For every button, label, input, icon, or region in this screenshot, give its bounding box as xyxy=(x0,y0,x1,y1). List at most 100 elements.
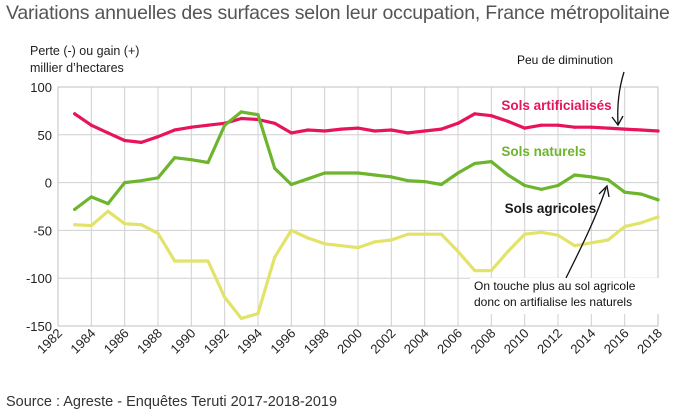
data-point-sols-agricoles xyxy=(606,238,610,242)
data-point-sols-agricoles xyxy=(256,312,260,316)
data-point-sols-naturels xyxy=(506,173,510,177)
data-point-sols-naturels xyxy=(639,192,643,196)
data-point-sols-agricoles xyxy=(89,224,93,228)
data-point-sols-agricoles xyxy=(106,209,110,213)
data-point-sols-artificialises xyxy=(423,129,427,133)
data-point-sols-artificialises xyxy=(389,128,393,132)
data-point-sols-agricoles xyxy=(473,269,477,273)
data-point-sols-agricoles xyxy=(206,259,210,263)
data-point-sols-artificialises xyxy=(573,125,577,129)
data-point-sols-naturels xyxy=(489,160,493,164)
data-point-sols-artificialises xyxy=(89,123,93,127)
annotation-box xyxy=(470,278,668,314)
data-point-sols-artificialises xyxy=(173,128,177,132)
x-tick-label: 2016 xyxy=(601,326,632,357)
data-point-sols-artificialises xyxy=(273,121,277,125)
x-tick-label: 1992 xyxy=(201,326,232,357)
plot-frame xyxy=(57,86,659,327)
data-point-sols-artificialises xyxy=(156,135,160,139)
y-tick-label: 0 xyxy=(45,176,52,191)
data-point-sols-agricoles xyxy=(456,249,460,253)
data-point-sols-naturels xyxy=(189,158,193,162)
data-point-sols-agricoles xyxy=(506,249,510,253)
series-label: Sols agricoles xyxy=(505,201,597,216)
data-point-sols-agricoles xyxy=(356,246,360,250)
data-point-sols-naturels xyxy=(106,202,110,206)
series-layer xyxy=(73,110,660,320)
x-tick-label: 1998 xyxy=(301,326,332,357)
data-point-sols-agricoles xyxy=(556,233,560,237)
data-point-sols-naturels xyxy=(473,161,477,166)
data-point-sols-naturels xyxy=(456,171,460,175)
series-line-sols-artificialises xyxy=(73,112,660,144)
data-point-sols-agricoles xyxy=(223,295,227,299)
data-point-sols-artificialises xyxy=(323,129,327,133)
x-tick-label: 2008 xyxy=(467,326,498,357)
data-point-sols-artificialises xyxy=(306,128,310,132)
series-line-sols-naturels xyxy=(73,110,660,211)
data-point-sols-naturels xyxy=(89,195,93,199)
data-point-sols-naturels xyxy=(139,179,143,183)
data-point-sols-artificialises xyxy=(123,138,127,143)
data-point-sols-naturels xyxy=(523,183,527,188)
data-point-sols-artificialises xyxy=(189,125,193,129)
data-point-sols-artificialises xyxy=(623,127,627,131)
data-point-sols-agricoles xyxy=(306,236,310,240)
data-point-sols-agricoles xyxy=(623,225,627,229)
data-point-sols-artificialises xyxy=(206,123,210,127)
data-point-sols-artificialises xyxy=(606,126,610,130)
data-point-sols-naturels xyxy=(239,110,243,114)
data-point-sols-artificialises xyxy=(656,129,660,133)
data-point-sols-artificialises xyxy=(456,121,460,125)
data-point-sols-agricoles xyxy=(423,232,427,236)
data-point-sols-naturels xyxy=(323,171,327,175)
data-point-sols-naturels xyxy=(306,177,310,181)
data-point-sols-agricoles xyxy=(289,228,293,232)
data-point-sols-artificialises xyxy=(523,126,527,130)
y-axis-label-line1: Perte (-) ou gain (+) xyxy=(30,44,139,58)
data-point-sols-naturels xyxy=(656,198,660,202)
y-tick-label: -100 xyxy=(26,271,52,286)
data-point-sols-naturels xyxy=(389,175,393,179)
data-point-sols-agricoles xyxy=(539,230,543,234)
data-point-sols-artificialises xyxy=(556,123,560,127)
x-tick-label: 1988 xyxy=(134,326,165,357)
y-tick-label: -150 xyxy=(26,319,52,334)
data-point-sols-artificialises xyxy=(473,112,477,116)
x-tick-label: 2002 xyxy=(367,326,398,357)
data-point-sols-artificialises xyxy=(239,116,243,121)
data-point-sols-naturels xyxy=(423,180,427,184)
data-point-sols-agricoles xyxy=(323,242,327,246)
data-point-sols-artificialises xyxy=(406,131,410,135)
series-label: Sols artificialisés xyxy=(501,98,611,113)
data-point-sols-naturels xyxy=(406,179,410,183)
x-tick-label: 2006 xyxy=(434,326,465,357)
data-point-sols-artificialises xyxy=(73,112,77,116)
data-point-sols-naturels xyxy=(339,171,343,175)
data-point-sols-agricoles xyxy=(589,241,593,245)
data-point-sols-agricoles xyxy=(489,269,493,273)
x-tick-label: 2012 xyxy=(534,326,565,357)
data-point-sols-artificialises xyxy=(139,140,143,144)
data-point-sols-artificialises xyxy=(106,131,110,135)
data-point-sols-agricoles xyxy=(156,231,160,235)
data-point-sols-naturels xyxy=(73,207,77,211)
data-point-sols-artificialises xyxy=(489,114,493,118)
y-axis-label-line2: millier d’hectares xyxy=(30,61,124,75)
data-point-sols-agricoles xyxy=(239,316,243,320)
data-point-sols-naturels xyxy=(123,181,127,185)
data-point-sols-naturels xyxy=(256,113,260,117)
x-tick-label: 2018 xyxy=(634,326,665,357)
data-point-sols-artificialises xyxy=(339,127,343,131)
data-point-sols-agricoles xyxy=(173,259,177,263)
data-point-sols-agricoles xyxy=(373,240,377,244)
data-point-sols-agricoles xyxy=(139,223,143,227)
data-point-sols-artificialises xyxy=(589,125,593,129)
x-tick-label: 1990 xyxy=(167,326,198,357)
annotation-line-2: donc on artifialise les naturels xyxy=(474,295,632,309)
data-point-sols-agricoles xyxy=(189,259,193,263)
data-point-sols-agricoles xyxy=(406,232,410,236)
data-point-sols-naturels xyxy=(173,156,177,160)
